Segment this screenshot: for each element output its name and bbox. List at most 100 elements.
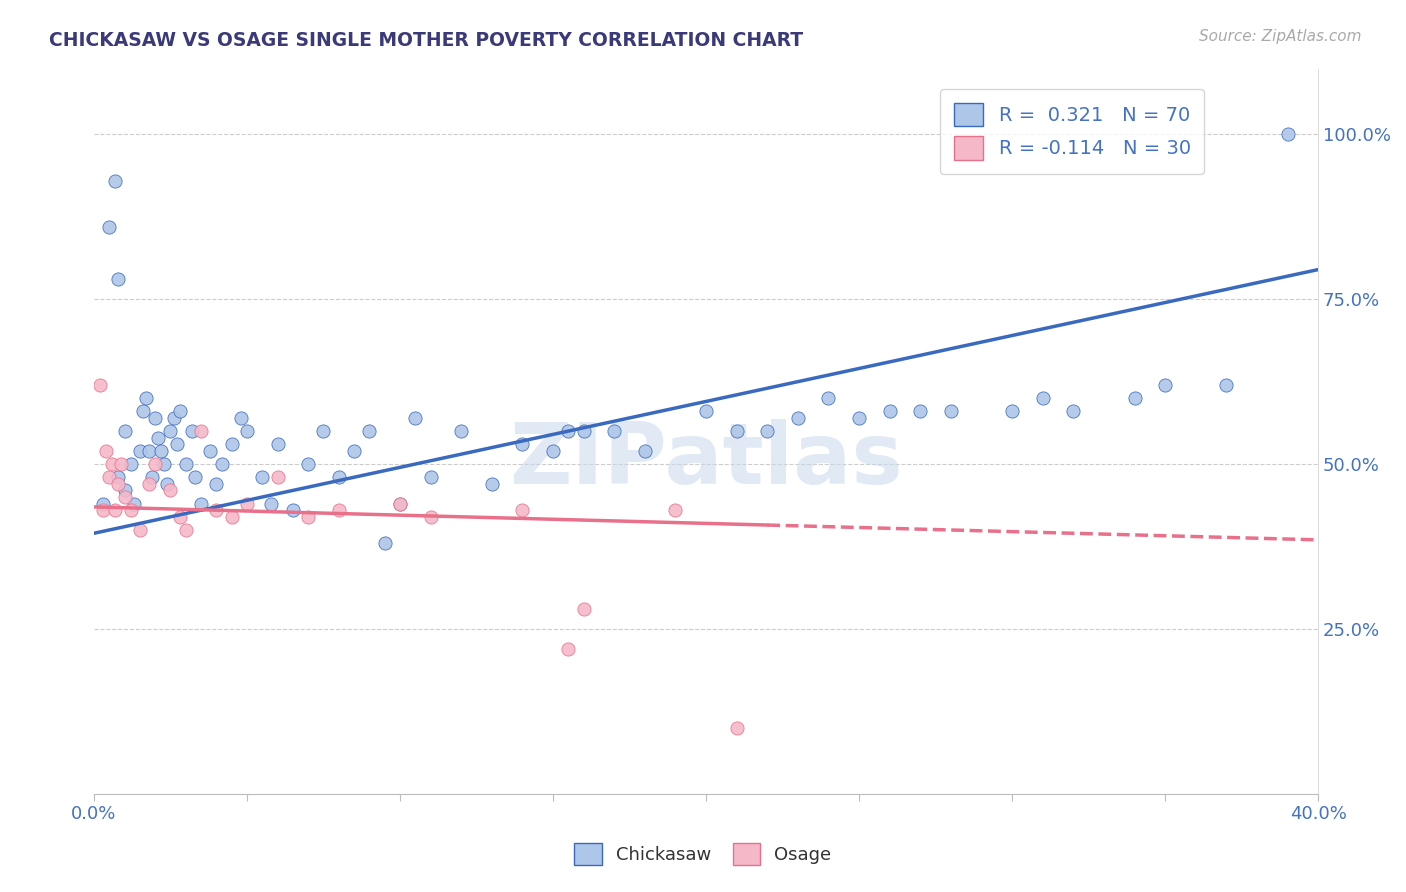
Point xyxy=(725,721,748,735)
Point xyxy=(156,476,179,491)
Point xyxy=(104,503,127,517)
Point xyxy=(236,424,259,438)
Point xyxy=(910,404,932,418)
Point xyxy=(148,431,170,445)
Point xyxy=(229,411,252,425)
Point xyxy=(107,272,129,286)
Text: Source: ZipAtlas.com: Source: ZipAtlas.com xyxy=(1198,29,1361,44)
Point xyxy=(541,443,564,458)
Point xyxy=(450,424,472,438)
Point xyxy=(328,470,350,484)
Point xyxy=(159,483,181,498)
Point xyxy=(557,424,579,438)
Point xyxy=(481,476,503,491)
Legend: Chickasaw, Osage: Chickasaw, Osage xyxy=(567,836,839,872)
Point xyxy=(343,443,366,458)
Point xyxy=(221,437,243,451)
Point xyxy=(128,523,150,537)
Point xyxy=(281,503,304,517)
Point xyxy=(89,378,111,392)
Point xyxy=(260,497,283,511)
Point xyxy=(174,457,197,471)
Point xyxy=(122,497,145,511)
Point xyxy=(110,457,132,471)
Point xyxy=(162,411,184,425)
Point xyxy=(174,523,197,537)
Point xyxy=(1001,404,1024,418)
Point xyxy=(634,443,657,458)
Point xyxy=(266,437,288,451)
Point xyxy=(1215,378,1237,392)
Point xyxy=(98,219,121,234)
Point xyxy=(114,424,136,438)
Point xyxy=(98,470,121,484)
Point xyxy=(756,424,779,438)
Point xyxy=(141,470,163,484)
Point xyxy=(91,497,114,511)
Point xyxy=(939,404,962,418)
Point xyxy=(132,404,155,418)
Point xyxy=(205,503,228,517)
Point xyxy=(159,424,181,438)
Point xyxy=(128,443,150,458)
Point xyxy=(817,391,839,405)
Text: CHICKASAW VS OSAGE SINGLE MOTHER POVERTY CORRELATION CHART: CHICKASAW VS OSAGE SINGLE MOTHER POVERTY… xyxy=(49,31,803,50)
Point xyxy=(107,470,129,484)
Point xyxy=(180,424,202,438)
Point xyxy=(184,470,207,484)
Point xyxy=(200,443,222,458)
Point xyxy=(190,424,212,438)
Point xyxy=(266,470,288,484)
Point xyxy=(143,411,166,425)
Point xyxy=(848,411,870,425)
Point xyxy=(1062,404,1084,418)
Point xyxy=(190,497,212,511)
Point xyxy=(786,411,808,425)
Point xyxy=(150,443,173,458)
Point xyxy=(297,509,319,524)
Point xyxy=(104,173,127,187)
Point xyxy=(312,424,335,438)
Point xyxy=(1277,128,1299,142)
Point xyxy=(725,424,748,438)
Point xyxy=(572,602,595,616)
Point xyxy=(1154,378,1177,392)
Point xyxy=(153,457,176,471)
Point xyxy=(388,497,411,511)
Point xyxy=(96,443,118,458)
Point xyxy=(101,457,124,471)
Point xyxy=(388,497,411,511)
Point xyxy=(664,503,686,517)
Point xyxy=(572,424,595,438)
Point xyxy=(252,470,274,484)
Point xyxy=(419,470,441,484)
Point xyxy=(120,457,142,471)
Point xyxy=(374,536,396,550)
Point xyxy=(695,404,717,418)
Point xyxy=(169,509,191,524)
Point xyxy=(1123,391,1146,405)
Point xyxy=(297,457,319,471)
Point xyxy=(404,411,426,425)
Text: ZIPatlas: ZIPatlas xyxy=(509,418,903,501)
Point xyxy=(879,404,901,418)
Legend: R =  0.321   N = 70, R = -0.114   N = 30: R = 0.321 N = 70, R = -0.114 N = 30 xyxy=(941,89,1205,174)
Point xyxy=(205,476,228,491)
Point xyxy=(328,503,350,517)
Point xyxy=(359,424,381,438)
Point xyxy=(221,509,243,524)
Point xyxy=(138,443,160,458)
Point xyxy=(211,457,233,471)
Point xyxy=(120,503,142,517)
Point xyxy=(143,457,166,471)
Point xyxy=(512,503,534,517)
Point xyxy=(138,476,160,491)
Point xyxy=(603,424,626,438)
Point xyxy=(166,437,188,451)
Point xyxy=(107,476,129,491)
Point xyxy=(169,404,191,418)
Point xyxy=(114,483,136,498)
Point xyxy=(512,437,534,451)
Point xyxy=(135,391,157,405)
Point xyxy=(557,641,579,656)
